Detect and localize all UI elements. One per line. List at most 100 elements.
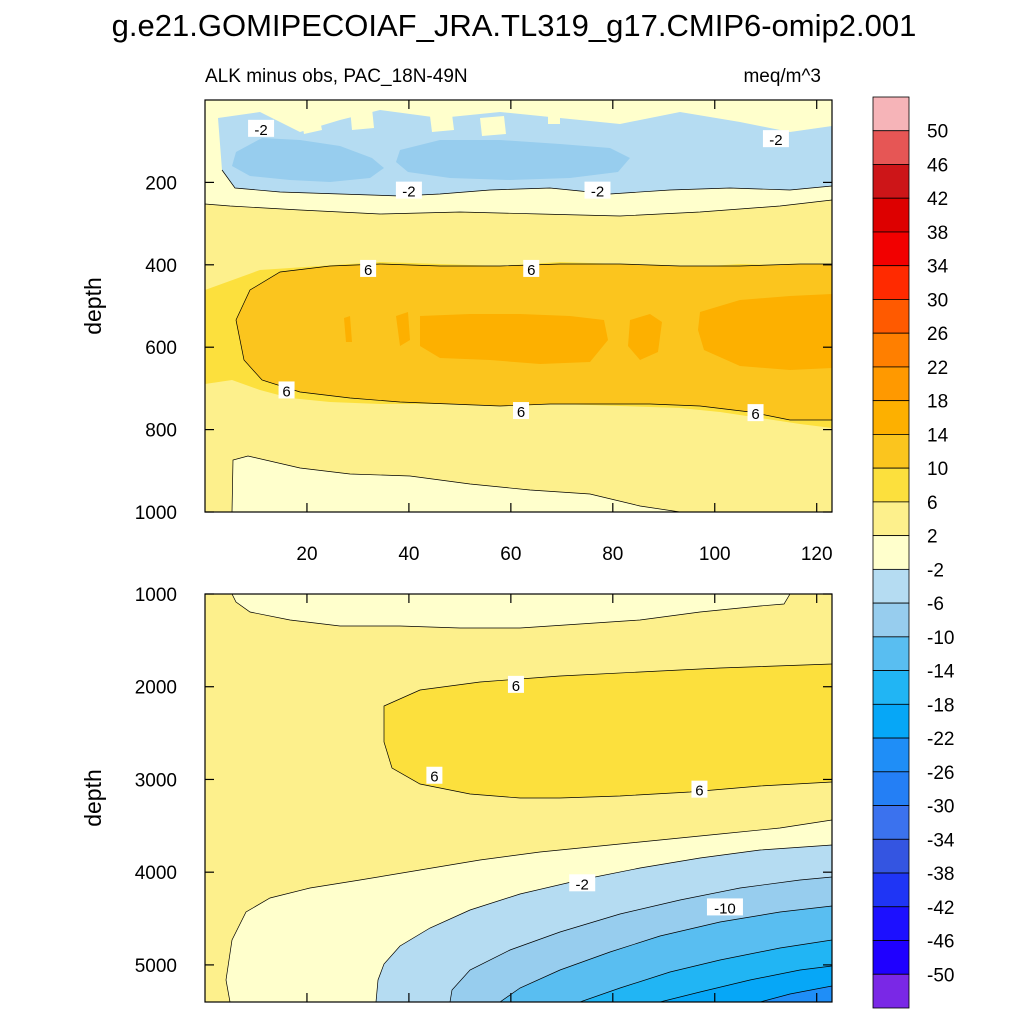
colorbar-swatch (872, 197, 910, 233)
lower-contour-label: 6 (512, 678, 520, 695)
upper-contour-label: 6 (527, 262, 535, 279)
colorbar-tick-label: 18 (927, 392, 948, 413)
upper-core-10-14-a (344, 316, 352, 342)
lower-ytick-label: 3000 (135, 770, 177, 791)
lower-contour-h (659, 965, 832, 1002)
upper-contour-label-bg (513, 402, 530, 420)
colorbar-swatch (872, 872, 910, 908)
upper-contour-label-bg (584, 181, 611, 199)
lower-contour-label-bg (507, 675, 524, 693)
upper-contour-label: -2 (591, 184, 604, 201)
subtitle-left: ALK minus obs, PAC_18N-49N (205, 66, 468, 87)
upper-near-zero-region (232, 456, 680, 512)
colorbar-swatch (872, 940, 910, 975)
upper-ylabel: depth (80, 277, 106, 335)
upper-negative-core-1 (232, 138, 384, 182)
upper-negative-core-2 (396, 140, 630, 180)
upper-contour-label-bg (762, 130, 789, 148)
colorbar-swatch (872, 771, 910, 806)
colorbar-tick-label: 34 (927, 257, 949, 278)
upper-axes: 200 400 600 800 1000 20 40 60 80 100 120 (135, 100, 833, 565)
upper-core-10-14-e (698, 294, 832, 370)
colorbar-tick-label: 22 (927, 358, 948, 379)
colorbar-tick-label: 2 (927, 527, 938, 548)
upper-ytick-label: 800 (145, 421, 177, 442)
colorbar-swatch (872, 703, 910, 739)
colorbar-swatch (872, 737, 910, 773)
lower-core-6-10 (384, 664, 832, 798)
upper-ytick-label: 1000 (135, 503, 177, 524)
colorbar-swatch (872, 535, 910, 570)
lower-contour-label: -2 (576, 876, 589, 893)
upper-contour-label-bg (360, 259, 377, 277)
upper-core-10-14-b (396, 312, 410, 346)
lower-neg-band-5 (660, 966, 832, 1002)
colorbar-swatch (872, 501, 910, 537)
lower-contour-e (449, 876, 832, 1002)
upper-contour-label: 6 (517, 404, 525, 421)
colorbar-swatch (872, 130, 910, 165)
upper-contour-lines (205, 169, 832, 512)
upper-contour-label-bg (395, 181, 422, 199)
upper-contour-label-bg (523, 259, 540, 277)
lower-contour-label-bg (426, 766, 443, 784)
colorbar-tick-label: -26 (927, 763, 954, 784)
lower-contour-a (231, 594, 791, 629)
colorbar-swatch (872, 467, 910, 503)
lower-contour-label: 6 (430, 769, 438, 786)
lower-contour-label: 6 (695, 783, 703, 800)
lower-contour-b (383, 663, 832, 799)
colorbar-swatch (872, 973, 910, 1009)
lower-ytick-label: 2000 (135, 678, 177, 699)
colorbar-tick-label: 26 (927, 324, 948, 345)
upper-contour-label-bg (747, 404, 764, 422)
colorbar-swatch (872, 96, 910, 132)
colorbar-tick-label: -2 (927, 560, 944, 581)
upper-contour-b (205, 199, 832, 217)
colorbar-swatch (872, 231, 910, 267)
lower-contour-g (579, 939, 832, 1002)
colorbar-swatch (872, 434, 910, 469)
lower-axes: 1000 2000 3000 4000 5000 (135, 585, 832, 1002)
lower-contour-labels: 6 6 6 -2 -10 (426, 675, 743, 917)
upper-xtick-label: 120 (801, 544, 833, 565)
colorbar-tick-label: -14 (927, 662, 955, 683)
colorbar-tick-label: -10 (927, 628, 954, 649)
lower-contour-f (499, 905, 832, 1002)
colorbar-swatch (872, 602, 910, 638)
upper-contour-label: 6 (751, 406, 759, 423)
colorbar-tick-label: -18 (927, 695, 954, 716)
colorbar-swatch (872, 805, 910, 840)
colorbar-tick-label: -6 (927, 594, 944, 615)
colorbar-swatch (872, 636, 910, 671)
colorbar-swatch (872, 906, 910, 941)
upper-contour-label: -2 (402, 184, 415, 201)
lower-contour-c (225, 819, 832, 1002)
upper-contour-d (235, 319, 832, 421)
lower-contour-label: -10 (714, 900, 736, 917)
colorbar-swatch (872, 670, 910, 705)
upper-contour-label: 6 (364, 262, 372, 279)
colorbar-tick-label: -42 (927, 898, 954, 919)
upper-contour-labels: -2 -2 -2 -2 6 6 6 6 6 (248, 119, 789, 423)
lower-contour-label-bg (706, 898, 743, 916)
upper-contour-e (231, 455, 681, 512)
colorbar-swatch (872, 568, 910, 604)
colorbar-tick-label: -34 (927, 830, 955, 851)
colorbar-swatch (872, 164, 910, 199)
colorbar-swatch (872, 265, 910, 300)
colorbar-tick-label: 14 (927, 425, 949, 446)
colorbar-tick-label: 42 (927, 189, 948, 210)
colorbar-swatch (872, 400, 910, 435)
upper-core-10-14-d (628, 314, 662, 360)
upper-contour-label-bg (278, 381, 295, 399)
lower-contour-label-bg (691, 780, 708, 798)
colorbar-tick-label: 46 (927, 155, 948, 176)
upper-contour-label: 6 (282, 383, 290, 400)
upper-plot-frame (204, 99, 833, 513)
colorbar-tick-label: 50 (927, 122, 948, 143)
lower-ytick-label: 5000 (135, 956, 177, 977)
colorbar-swatch (872, 299, 910, 334)
subtitle-right: meq/m^3 (743, 66, 821, 87)
colorbar-swatch (872, 838, 910, 874)
